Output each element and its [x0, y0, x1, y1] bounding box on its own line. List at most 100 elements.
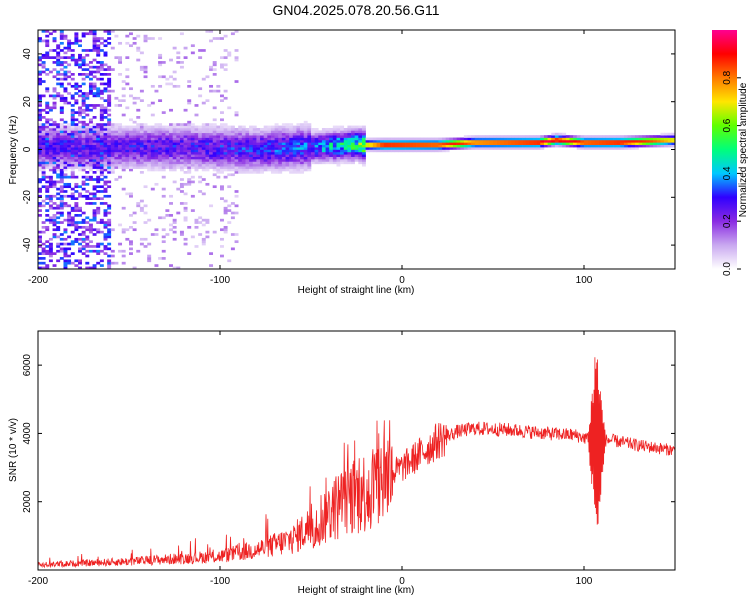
spectrogram-cell [118, 127, 123, 131]
spectrogram-cell [402, 149, 406, 153]
spectrogram-cell [409, 139, 414, 143]
spectrogram-cell [74, 185, 79, 189]
spectrogram-cell [376, 142, 381, 146]
spectrogram-cell [154, 166, 159, 169]
spectrogram-cell [41, 108, 46, 112]
spectrogram-cell [114, 137, 119, 141]
spectrogram-cell [296, 132, 301, 136]
spectrogram-cell [336, 135, 341, 138]
spectrogram-cell [179, 168, 184, 172]
spectrogram-cell [103, 127, 108, 131]
spectrogram-cell [558, 135, 563, 138]
spectrogram-cell [88, 84, 93, 88]
spectrogram-cell [540, 137, 545, 141]
spectrogram-cell [154, 264, 159, 267]
spectrogram-cell [314, 154, 319, 157]
spectrogram-cell [179, 182, 184, 186]
spectrogram-cell [332, 156, 337, 160]
spectrogram-cell [59, 127, 64, 131]
spectrogram-cell [245, 144, 250, 148]
spectrogram-cell [150, 130, 155, 134]
spectrogram-cell [107, 113, 112, 117]
spectrogram-cell [223, 206, 228, 210]
spectrogram-cell [56, 173, 61, 177]
spectrogram-cell [92, 30, 97, 33]
spectrogram-cell [38, 154, 42, 157]
spectrogram-cell [59, 202, 64, 205]
spectrogram-cell [48, 252, 53, 255]
spectrogram-cell [496, 139, 501, 143]
spectrogram-cell [172, 225, 177, 229]
spectrogram-cell [52, 159, 57, 162]
spectrogram-cell [88, 230, 93, 234]
spectrogram-cell [70, 171, 75, 174]
spectrogram-cell [584, 147, 588, 150]
spectrogram-cell [172, 84, 177, 88]
spectrogram-cell [92, 123, 97, 126]
spectrogram-cell [96, 142, 101, 146]
spectrogram-cell [314, 135, 319, 138]
spectrogram-cell [118, 147, 123, 150]
spectrogram-cell [85, 175, 90, 179]
spectrogram-cell [212, 125, 217, 129]
spectrogram-cell [227, 204, 232, 208]
spectrogram-cell [45, 240, 50, 244]
spectrogram-cell [88, 218, 93, 222]
spectrogram-cell [634, 147, 639, 150]
spectrogram-cell [67, 151, 72, 155]
spectrogram-cell [107, 151, 112, 155]
spectrogram-cell [296, 154, 301, 157]
spectrogram-cell [96, 252, 101, 255]
spectrogram-cell [96, 94, 101, 98]
spectrogram-cell [74, 221, 79, 224]
spectrogram-cell [52, 87, 57, 91]
spectrogram-cell [41, 39, 46, 43]
spectrogram-cell [158, 166, 163, 169]
spectrogram-cell [238, 132, 243, 136]
spectrogram-cell [303, 137, 308, 141]
spectrogram-cell [234, 171, 239, 174]
spectrogram-cell [59, 123, 64, 126]
spectrogram-cell [358, 161, 363, 165]
spectrogram-cell [576, 137, 581, 141]
spectrogram-cell [194, 163, 199, 167]
spectrogram-cell [216, 139, 221, 143]
spectrogram-cell [321, 135, 326, 138]
spectrogram-cell [212, 135, 217, 138]
spectrogram-cell [201, 130, 206, 134]
spectrogram-cell [70, 240, 75, 244]
spectrogram-cell [529, 135, 534, 138]
spectrogram-cell [329, 132, 334, 136]
spectrogram-cell [634, 137, 639, 141]
spectrogram-cell [147, 156, 152, 160]
spectrogram-cell [431, 137, 436, 141]
spectrogram-cell [56, 137, 61, 141]
spectrogram-cell [398, 144, 403, 148]
spectrogram-cell [358, 151, 363, 155]
spectrogram-cell [67, 175, 72, 179]
spectrogram-cell [158, 135, 163, 138]
spectrogram-cell [38, 204, 42, 208]
spectrogram-cell [645, 137, 650, 141]
spectrogram-cell [114, 144, 119, 148]
spectrogram-cell [256, 159, 261, 162]
spectrogram-cell [161, 187, 166, 191]
spectrogram-cell [300, 125, 305, 129]
spectrogram-cell [172, 137, 177, 141]
spectrogram-cell [522, 139, 527, 143]
spectrogram-cell [176, 161, 181, 165]
spectrogram-cell [81, 32, 86, 36]
spectrogram-cell [551, 135, 556, 138]
spectrogram-cell [107, 168, 112, 172]
spectrogram-cell [183, 127, 188, 131]
spectrogram-cell [274, 147, 279, 150]
spectrogram-cell [70, 113, 75, 117]
spectrogram-cell [176, 130, 181, 134]
spectrogram-cell [609, 142, 614, 146]
spectrogram-cell [347, 147, 352, 150]
spectrogram-cell [56, 168, 61, 172]
spectrogram-cell [402, 137, 406, 141]
spectrogram-cell [442, 147, 446, 150]
spectrogram-cell [260, 161, 264, 165]
